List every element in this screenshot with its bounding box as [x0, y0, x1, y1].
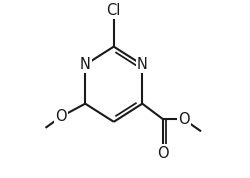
- Text: O: O: [55, 109, 67, 124]
- Text: O: O: [157, 146, 169, 161]
- Text: Cl: Cl: [106, 2, 121, 18]
- Text: N: N: [137, 57, 148, 72]
- Text: O: O: [178, 112, 190, 127]
- Text: N: N: [80, 57, 91, 72]
